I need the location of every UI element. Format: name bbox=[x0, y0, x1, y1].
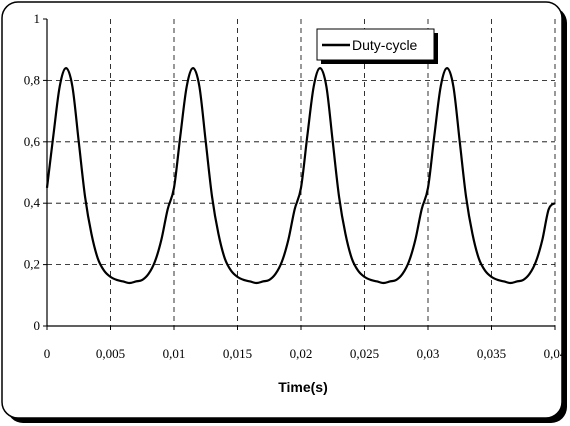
series-lines bbox=[45, 67, 556, 285]
grid-lines bbox=[47, 19, 556, 326]
chart-frame bbox=[1, 1, 563, 419]
x-tick-label: 0 bbox=[44, 346, 51, 361]
x-tick-labels: 0 0,005 0,01 0,015 0,02 0,025 0,03 0,035 0,04 bbox=[44, 346, 567, 361]
x-axis-label: Time(s) bbox=[278, 379, 328, 395]
y-tick-label: 0,4 bbox=[24, 195, 41, 210]
y-tick-label: 1 bbox=[34, 11, 41, 26]
legend: Duty-cycle bbox=[316, 28, 438, 64]
x-tick-label: 0,035 bbox=[477, 346, 506, 361]
axes bbox=[43, 18, 556, 330]
x-tick-label: 0,04 bbox=[544, 346, 567, 361]
x-tick-label: 0,005 bbox=[96, 346, 125, 361]
series-line-duty-cycle bbox=[45, 67, 556, 285]
legend-label-duty-cycle: Duty-cycle bbox=[352, 37, 418, 53]
x-tick-label: 0,01 bbox=[163, 346, 186, 361]
y-tick-label: 0 bbox=[34, 318, 41, 333]
y-tick-label: 0,6 bbox=[24, 134, 41, 149]
x-tick-label: 0,015 bbox=[223, 346, 252, 361]
y-tick-label: 0,2 bbox=[24, 257, 40, 272]
y-tick-label: 0,8 bbox=[24, 72, 40, 87]
x-tick-label: 0,025 bbox=[350, 346, 379, 361]
x-tick-label: 0,03 bbox=[417, 346, 440, 361]
x-tick-label: 0,02 bbox=[290, 346, 313, 361]
y-tick-labels: 0 0,2 0,4 0,6 0,8 1 bbox=[24, 11, 41, 333]
